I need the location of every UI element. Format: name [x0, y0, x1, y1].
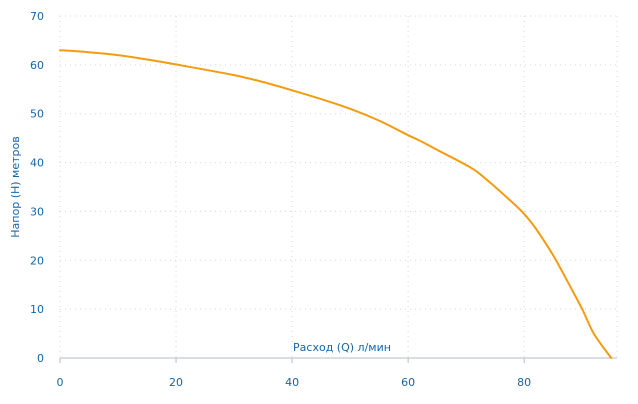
x-tick-label: 60 — [401, 376, 415, 389]
x-tick-label: 40 — [285, 376, 299, 389]
axes — [59, 357, 617, 363]
series-line — [59, 49, 613, 359]
y-tick-label: 0 — [37, 352, 44, 365]
tick-labels: 0 10 20 30 40 50 60 70 0 20 40 60 80 — [30, 10, 531, 389]
y-tick-label: 70 — [30, 10, 44, 23]
x-tick-label: 0 — [57, 376, 64, 389]
x-axis-title: Расход (Q) л/мин — [293, 341, 391, 354]
y-tick-label: 40 — [30, 157, 44, 170]
y-axis-title: Напор (H) метров — [9, 136, 22, 237]
y-tick-label: 10 — [30, 303, 44, 316]
series — [59, 49, 613, 359]
y-tick-label: 30 — [30, 205, 44, 218]
y-tick-label: 20 — [30, 254, 44, 267]
x-tick-label: 20 — [169, 376, 183, 389]
x-tick-label: 80 — [517, 376, 531, 389]
grid — [59, 15, 618, 358]
y-tick-label: 60 — [30, 59, 44, 72]
y-tick-label: 50 — [30, 108, 44, 121]
